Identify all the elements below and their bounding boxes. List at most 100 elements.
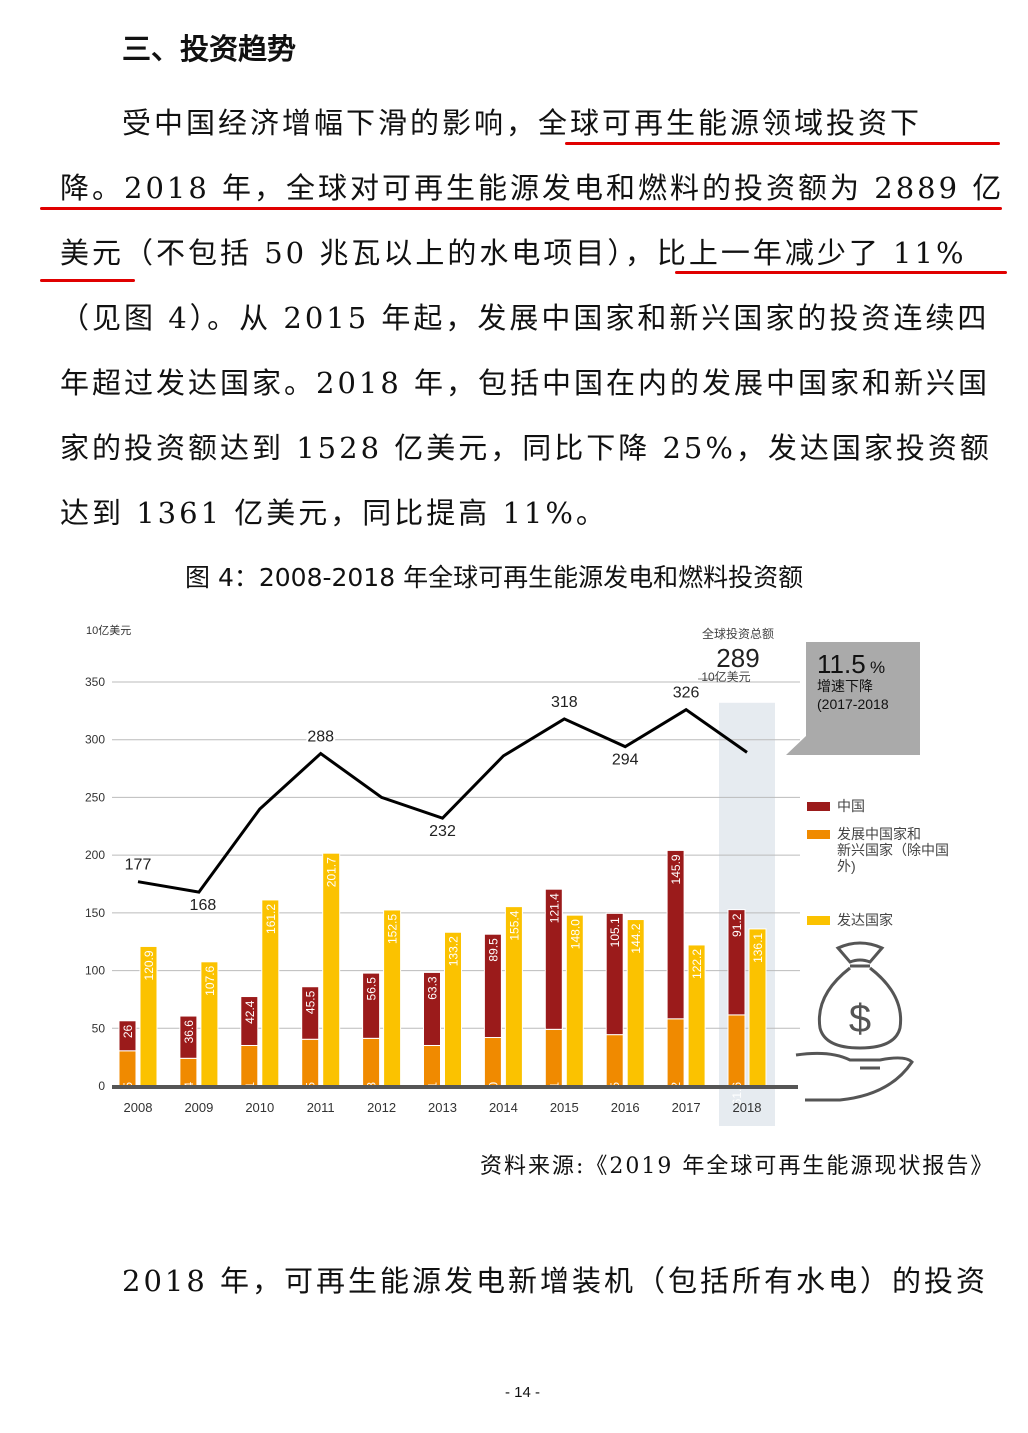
page-number: - 14 -	[505, 1384, 541, 1401]
bar-china	[727, 909, 746, 1016]
money-bag-hand-icon: $	[795, 941, 914, 1102]
figure-caption: 图 4：2008-2018 年全球可再生能源发电和燃料投资额	[185, 563, 804, 592]
legend-label: 发达国家	[837, 912, 893, 928]
bar-label-developed: 122.2	[690, 949, 704, 979]
red-underline	[565, 142, 1000, 145]
bar-label-china: 56.5	[365, 977, 379, 1001]
bar-china	[240, 996, 259, 1046]
y-tick-label: 300	[85, 733, 105, 747]
x-tick-label: 2015	[550, 1100, 579, 1115]
total-annotation-title: 全球投资总额	[702, 626, 774, 641]
bar-china	[118, 1020, 137, 1052]
bar-china	[666, 849, 685, 1020]
red-underline	[40, 207, 1002, 210]
bar-label-china: 42.4	[243, 1000, 257, 1024]
bar-label-developed: 133.2	[447, 936, 461, 966]
bar-label-developed: 148.0	[568, 919, 582, 949]
bar-label-developed: 201.7	[325, 857, 339, 887]
x-tick-label: 2014	[489, 1100, 518, 1115]
bar-label-china: 36.6	[182, 1020, 196, 1044]
svg-text:$: $	[849, 997, 871, 1041]
bar-china	[544, 888, 563, 1030]
x-tick-label: 2012	[367, 1100, 396, 1115]
bar-developing	[301, 1038, 320, 1087]
callout-box	[786, 642, 920, 755]
line-value-label: 288	[307, 729, 334, 746]
legend-label: 发展中国家和	[837, 826, 921, 842]
line-value-label: 294	[612, 752, 639, 769]
legend-label: 外)	[837, 858, 856, 874]
legend-label: 新兴国家（除中国	[837, 842, 949, 858]
bar-china	[179, 1015, 198, 1059]
x-tick-label: 2018	[733, 1100, 762, 1115]
bar-label-developed: 144.2	[629, 923, 643, 953]
paragraph-line: 家的投资额达到 1528 亿美元，同比下降 25%，发达国家投资额	[60, 431, 992, 465]
x-tick-label: 2017	[672, 1100, 701, 1115]
y-tick-label: 50	[92, 1021, 106, 1035]
bar-china	[423, 971, 441, 1046]
total-annotation-unit: 10亿美元	[701, 669, 750, 684]
bar-developing	[483, 1037, 502, 1087]
bar-label-china: 121.4	[547, 893, 561, 923]
y-tick-label: 250	[85, 790, 105, 804]
bar-developing	[240, 1044, 259, 1087]
bar-label-developed: 107.6	[203, 965, 217, 995]
bar-label-china: 26	[121, 1024, 135, 1038]
x-tick-label: 2013	[428, 1100, 457, 1115]
bar-label-china: 145.9	[669, 854, 683, 884]
x-tick-label: 2008	[124, 1100, 153, 1115]
line-value-label: 168	[190, 897, 217, 914]
y-tick-label: 100	[85, 964, 105, 978]
paragraph-line: 2018 年，可再生能源发电新增装机（包括所有水电）的投资	[122, 1264, 989, 1298]
bar-developing	[727, 1014, 746, 1087]
y-tick-label: 200	[85, 848, 105, 862]
bar-label-developed: 161.2	[264, 904, 278, 934]
section-heading: 三、投资趋势	[122, 32, 297, 66]
line-value-label: 232	[429, 823, 456, 840]
callout-unit: %	[870, 658, 885, 677]
bar-label-developed: 152.5	[386, 914, 400, 944]
line-value-label: 326	[673, 685, 700, 702]
x-tick-label: 2009	[184, 1100, 213, 1115]
bar-developing	[666, 1018, 685, 1087]
paragraph-line: 美元（不包括 50 兆瓦以上的水电项目），比上一年减少了 11%	[60, 236, 967, 270]
source-note: 资料来源:《2019 年全球可再生能源现状报告》	[480, 1154, 995, 1179]
bar-label-china: 91.2	[730, 913, 744, 937]
paragraph-line: 达到 1361 亿美元，同比提高 11%。	[60, 496, 608, 530]
bar-label-china: 105.1	[608, 917, 622, 947]
bar-china	[362, 972, 381, 1039]
bar-developing	[118, 1050, 137, 1087]
y-tick-label: 0	[98, 1079, 105, 1093]
callout-period: (2017-2018	[817, 696, 889, 712]
y-axis-unit: 10亿美元	[86, 624, 131, 637]
highlight-band	[719, 702, 775, 1126]
red-underline	[675, 271, 1007, 274]
legend-swatch	[807, 802, 830, 811]
y-tick-label: 350	[85, 675, 105, 689]
x-tick-label: 2016	[611, 1100, 640, 1115]
bar-developing	[605, 1034, 624, 1087]
legend-swatch	[807, 830, 830, 839]
x-tick-label: 2010	[245, 1100, 274, 1115]
bar-developing	[423, 1044, 441, 1087]
investment-chart: 10亿美元05010015020025030035030.526120.9200…	[85, 624, 949, 1126]
bar-label-developed: 120.9	[142, 950, 156, 980]
legend-label: 中国	[837, 798, 865, 814]
legend-swatch	[807, 916, 830, 925]
y-tick-label: 150	[85, 906, 105, 920]
bar-label-china: 63.3	[426, 976, 440, 1000]
bar-developing	[179, 1057, 198, 1087]
red-underline	[40, 279, 135, 282]
total-annotation-value: 289	[716, 643, 759, 673]
paragraph-line: 年超过发达国家。2018 年，包括中国在内的发展中国家和新兴国	[60, 366, 991, 400]
paragraph-line: 受中国经济增幅下滑的影响，全球可再生能源领域投资下	[122, 106, 923, 140]
x-tick-label: 2011	[307, 1100, 335, 1115]
bar-label-china: 45.5	[304, 990, 318, 1014]
bar-label-developed: 155.4	[507, 910, 521, 940]
bar-developing	[362, 1037, 381, 1087]
bar-label-china: 89.5	[486, 938, 500, 962]
paragraph-line: 降。2018 年，全球对可再生能源发电和燃料的投资额为 2889 亿	[60, 171, 1005, 205]
bar-developing	[544, 1028, 563, 1087]
line-value-label: 177	[125, 857, 152, 874]
bar-label-developed: 136.1	[751, 933, 765, 963]
